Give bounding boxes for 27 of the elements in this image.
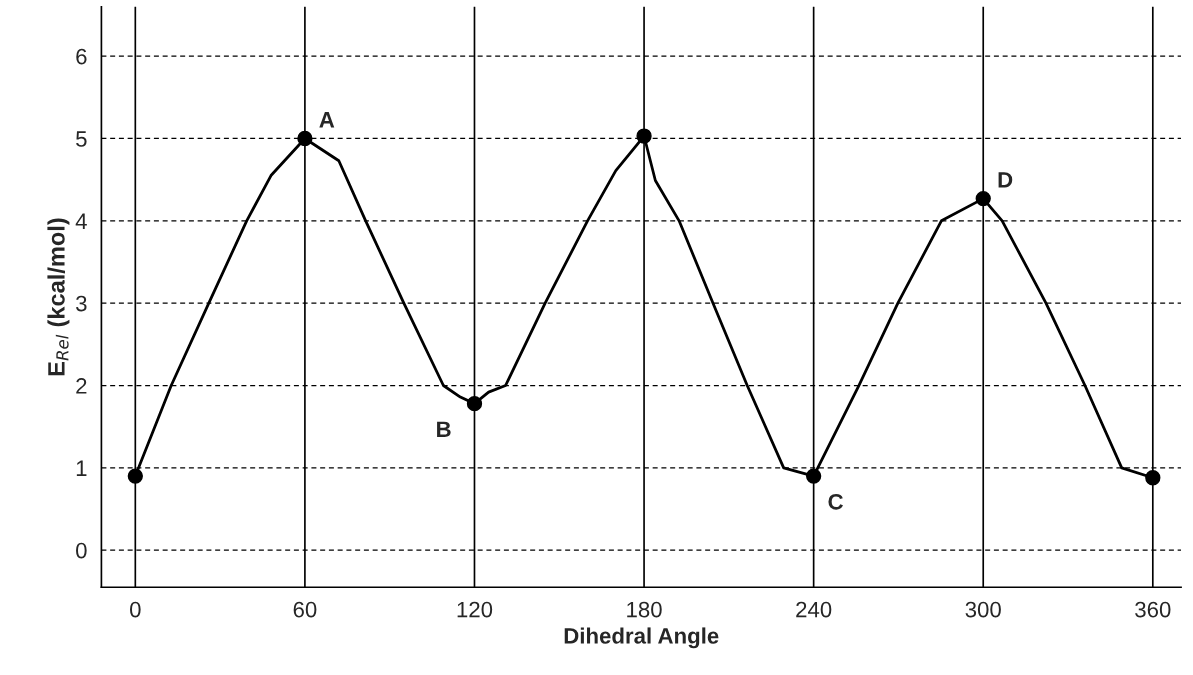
y-tick-label: 2 [76,378,87,394]
point [297,130,313,147]
point [1145,470,1161,486]
point [636,128,652,144]
x-tick-label: 120 [457,601,493,618]
point [975,190,991,207]
point [127,468,143,484]
annotation: C [828,493,843,510]
x-axis-title: Dihedral Angle [564,627,719,649]
annotation: D [998,172,1013,188]
x-tick-label: 180 [627,601,662,618]
y-tick-label: 5 [76,131,87,147]
y-tick-label: 6 [76,48,87,65]
x-tick-label: 240 [796,601,832,618]
y-tick-label: 4 [75,213,87,229]
annotation: A [319,112,335,128]
point [806,468,822,484]
y-tick-label: 1 [76,460,87,476]
x-tick-label: 60 [293,601,317,618]
y-tick-label: 0 [76,542,87,559]
y-tick-label: 3 [76,295,87,312]
x-tick-label: 360 [1135,601,1171,618]
point [466,395,483,412]
x-tick-label: 300 [965,601,1001,618]
annotation: B [437,421,451,437]
x-tick-label: 0 [130,601,141,618]
y-axis-title: E$_{Rel}$ (kcal/mol) [47,218,70,376]
